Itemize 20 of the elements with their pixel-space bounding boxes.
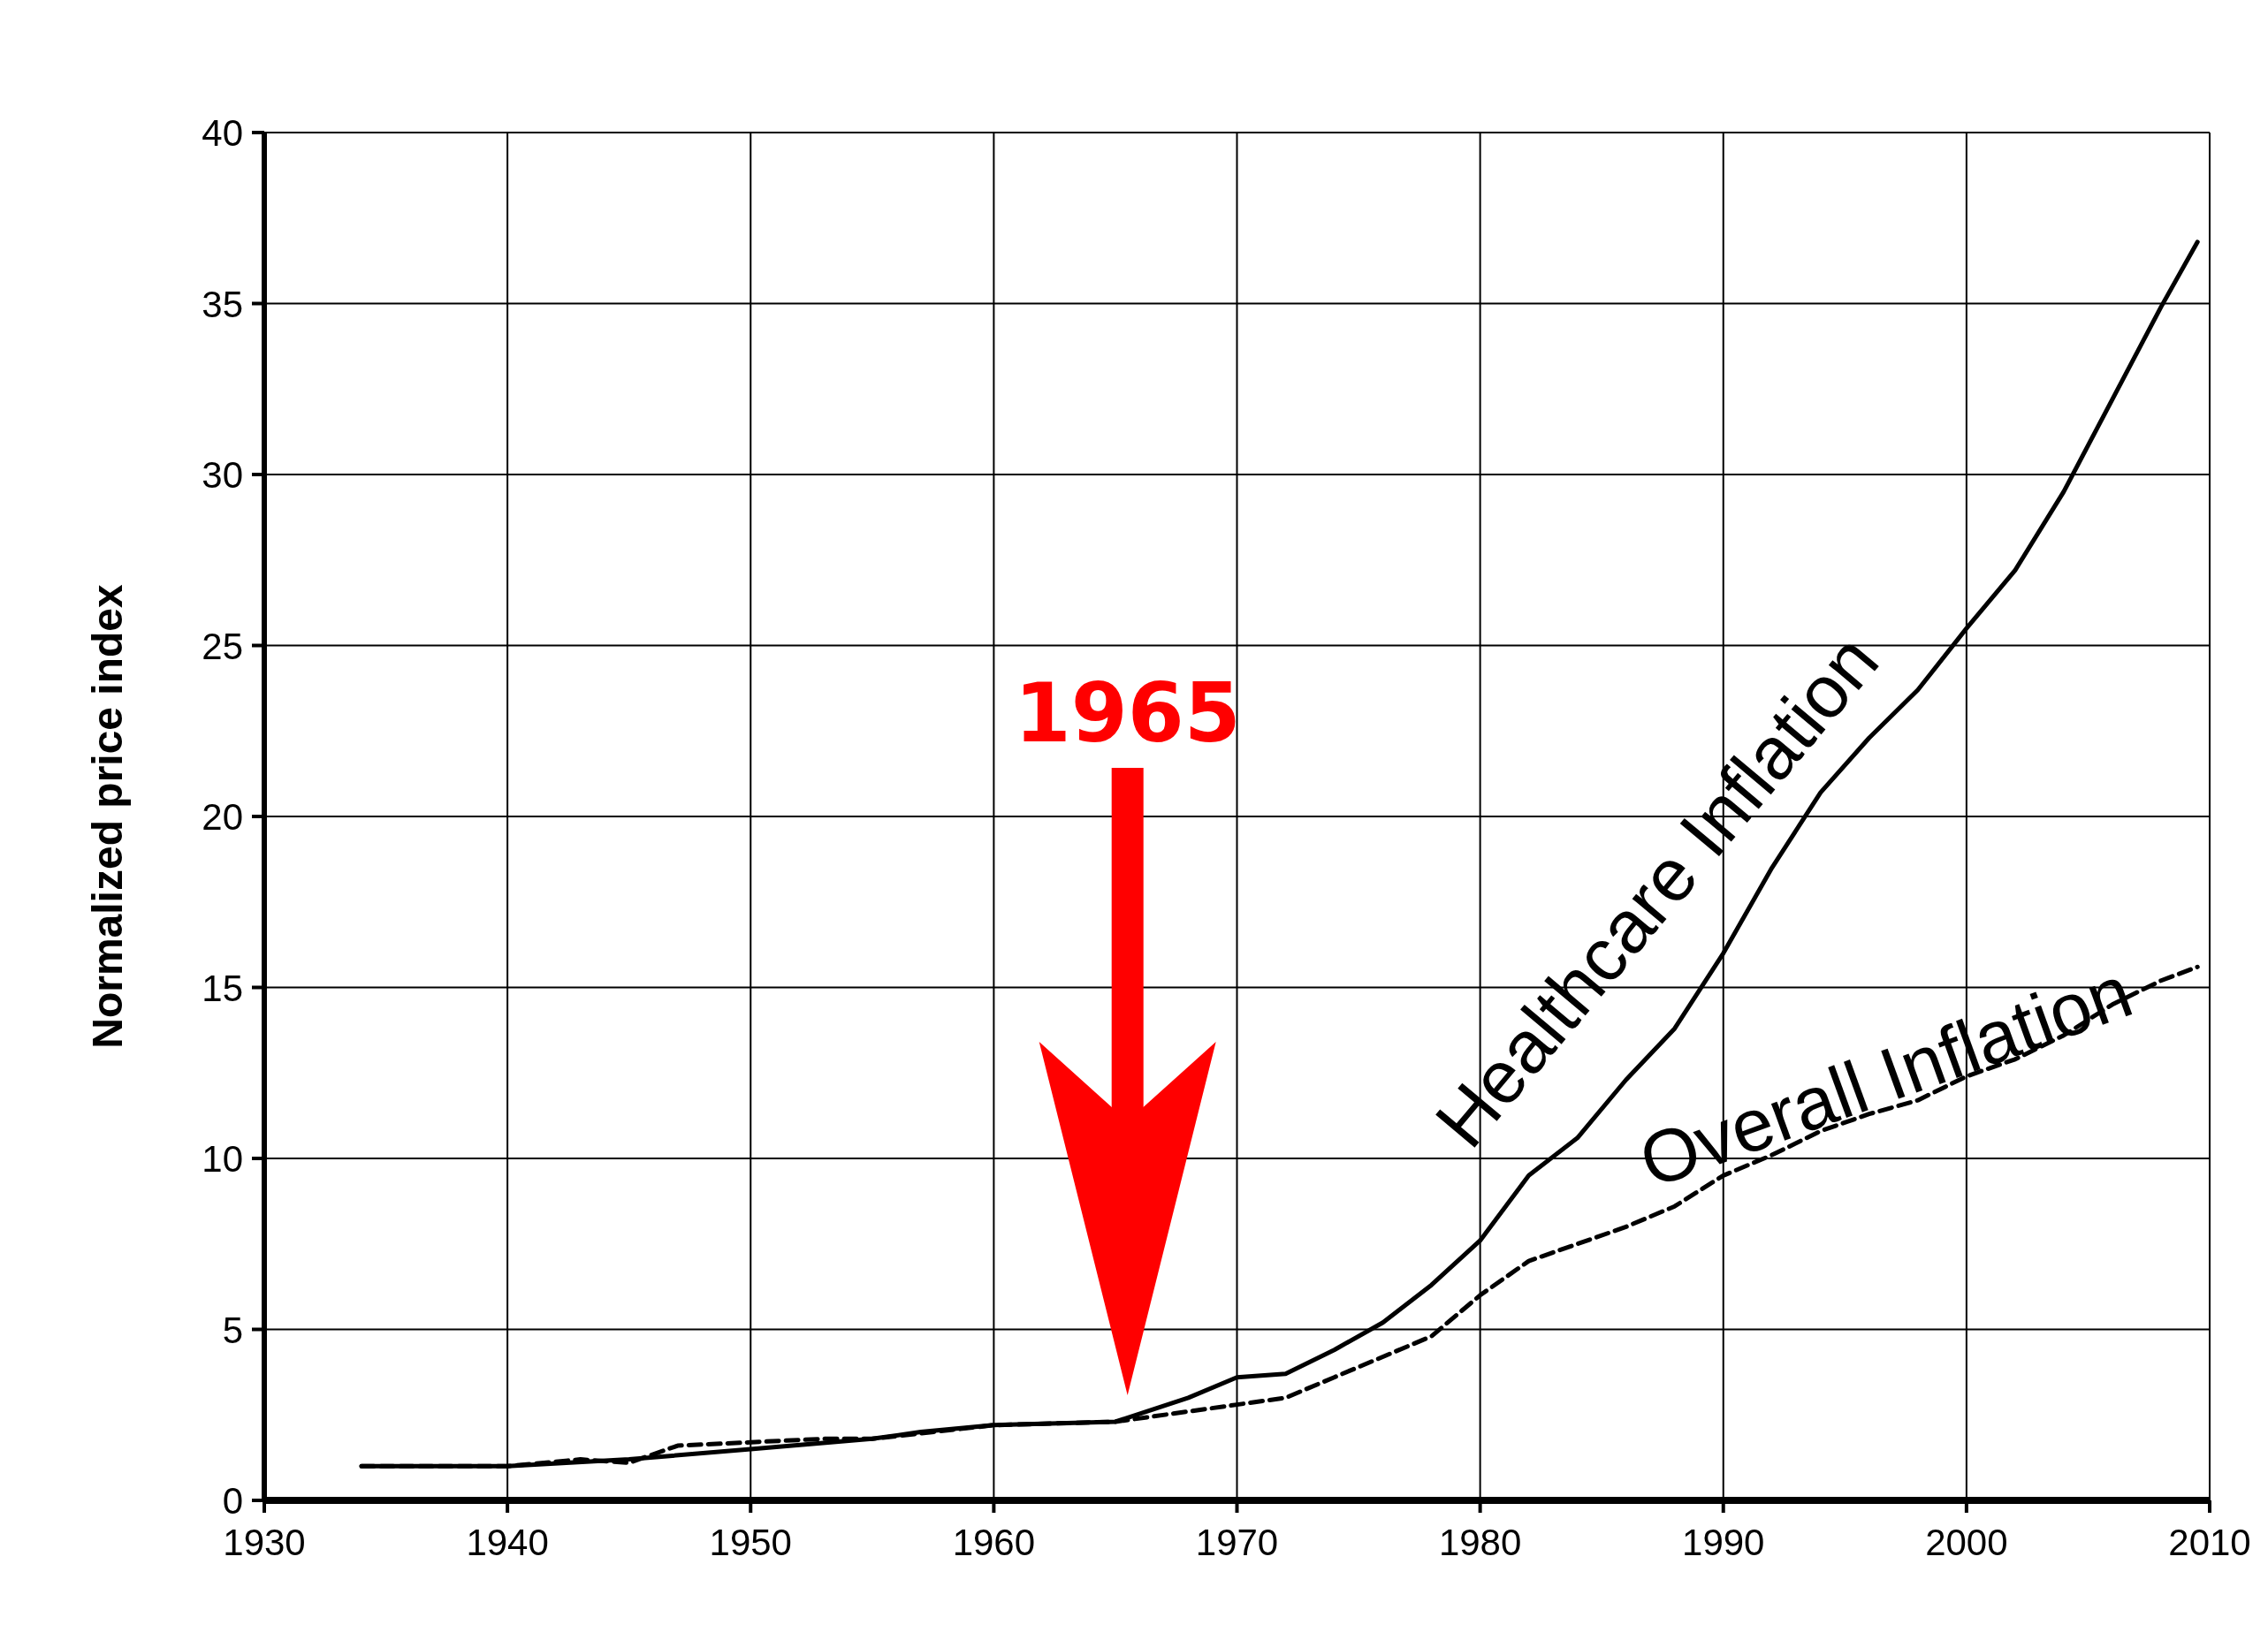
x-tick-label: 1990 — [1682, 1522, 1765, 1563]
y-tick-label: 30 — [202, 454, 243, 496]
y-tick-label: 20 — [202, 796, 243, 838]
y-tick-label: 10 — [202, 1138, 243, 1180]
x-tick-label: 1960 — [952, 1522, 1036, 1563]
x-tick-label: 1980 — [1438, 1522, 1522, 1563]
y-tick-label: 25 — [202, 625, 243, 667]
y-axis-title: Normalized price index — [84, 583, 131, 1049]
y-tick-label: 0 — [222, 1480, 243, 1522]
y-tick-label: 40 — [202, 112, 243, 154]
y-tick-label: 15 — [202, 967, 243, 1009]
y-tick-label: 35 — [202, 283, 243, 325]
annotation: 1965 — [1014, 665, 1241, 761]
x-tick-label: 1950 — [709, 1522, 792, 1563]
x-tick-label: 1940 — [466, 1522, 549, 1563]
x-tick-label: 2000 — [1925, 1522, 2008, 1563]
y-tick-label: 5 — [222, 1309, 243, 1351]
x-tick-label: 1930 — [223, 1522, 306, 1563]
x-tick-label: 1970 — [1195, 1522, 1279, 1563]
x-tick-label: 2010 — [2168, 1522, 2251, 1563]
